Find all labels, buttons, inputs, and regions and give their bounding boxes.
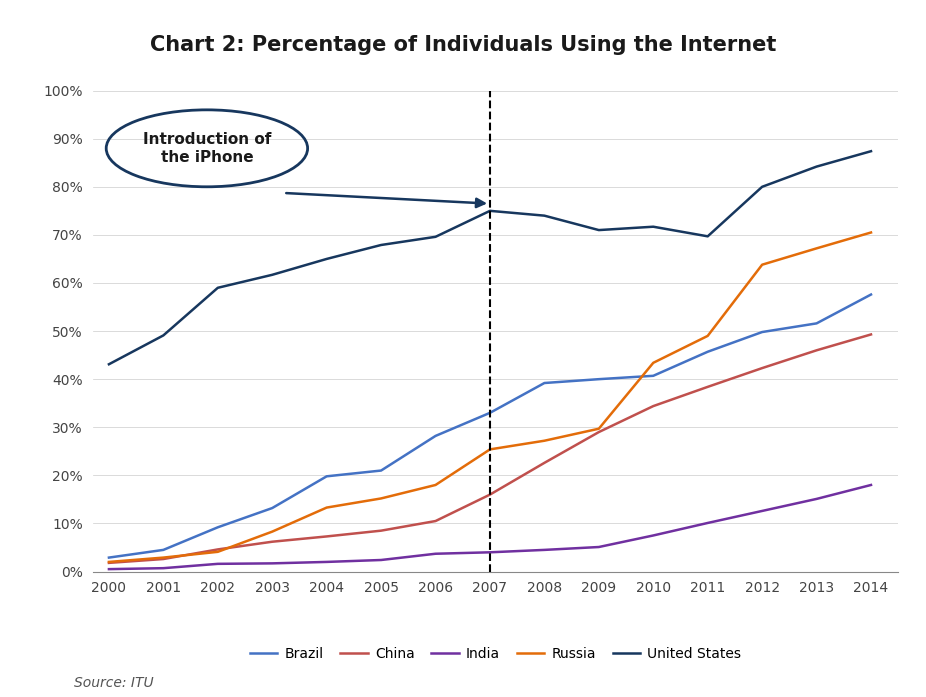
India [104, 565, 115, 574]
United States [866, 147, 877, 155]
China [647, 402, 658, 411]
China [267, 537, 278, 546]
Brazil [376, 466, 387, 475]
Brazil [539, 379, 550, 388]
Brazil [647, 372, 658, 380]
Line: Russia: Russia [109, 233, 871, 562]
United States [647, 222, 658, 231]
Legend: Brazil, China, India, Russia, United States: Brazil, China, India, Russia, United Sta… [244, 641, 747, 666]
United States [376, 240, 387, 249]
Russia [866, 229, 877, 237]
Russia [811, 244, 822, 252]
China [866, 330, 877, 339]
India [866, 481, 877, 489]
India [647, 531, 658, 539]
India [267, 559, 278, 567]
United States [157, 331, 169, 339]
India [757, 507, 768, 515]
Line: Brazil: Brazil [109, 295, 871, 558]
China [811, 346, 822, 355]
China [757, 364, 768, 372]
India [157, 564, 169, 572]
Russia [267, 528, 278, 536]
China [484, 491, 495, 499]
Brazil [811, 319, 822, 328]
China [104, 559, 115, 567]
Brazil [430, 431, 441, 440]
United States [104, 360, 115, 369]
Text: Source: ITU: Source: ITU [74, 676, 154, 690]
Brazil [212, 523, 223, 532]
India [594, 543, 605, 551]
Russia [321, 503, 332, 512]
Brazil [757, 328, 768, 336]
Russia [539, 436, 550, 445]
United States [430, 233, 441, 241]
United States [484, 206, 495, 215]
Russia [104, 558, 115, 566]
Text: Introduction of
the iPhone: Introduction of the iPhone [143, 132, 271, 164]
Russia [376, 494, 387, 503]
United States [321, 254, 332, 263]
Line: India: India [109, 485, 871, 569]
China [430, 517, 441, 526]
China [702, 383, 713, 391]
United States [267, 270, 278, 279]
India [702, 519, 713, 527]
India [321, 558, 332, 566]
China [376, 526, 387, 535]
Brazil [157, 546, 169, 554]
United States [757, 183, 768, 191]
Russia [212, 548, 223, 556]
Russia [484, 445, 495, 454]
India [811, 495, 822, 503]
United States [212, 284, 223, 292]
China [594, 428, 605, 436]
United States [811, 162, 822, 171]
Brazil [866, 291, 877, 299]
Russia [647, 359, 658, 367]
India [212, 560, 223, 568]
Brazil [594, 375, 605, 383]
India [484, 548, 495, 556]
Brazil [104, 553, 115, 562]
Brazil [702, 348, 713, 356]
India [539, 546, 550, 554]
Russia [157, 553, 169, 562]
India [430, 549, 441, 558]
China [157, 555, 169, 563]
Russia [430, 481, 441, 489]
India [376, 556, 387, 564]
China [212, 545, 223, 553]
United States [702, 232, 713, 240]
Russia [594, 424, 605, 433]
China [539, 459, 550, 467]
United States [539, 211, 550, 220]
Russia [757, 261, 768, 269]
Russia [702, 332, 713, 340]
China [321, 533, 332, 541]
Line: United States: United States [109, 151, 871, 365]
United States [594, 226, 605, 234]
Text: Chart 2: Percentage of Individuals Using the Internet: Chart 2: Percentage of Individuals Using… [150, 35, 776, 55]
Brazil [267, 504, 278, 512]
Brazil [484, 408, 495, 417]
Brazil [321, 472, 332, 480]
Line: China: China [109, 335, 871, 563]
